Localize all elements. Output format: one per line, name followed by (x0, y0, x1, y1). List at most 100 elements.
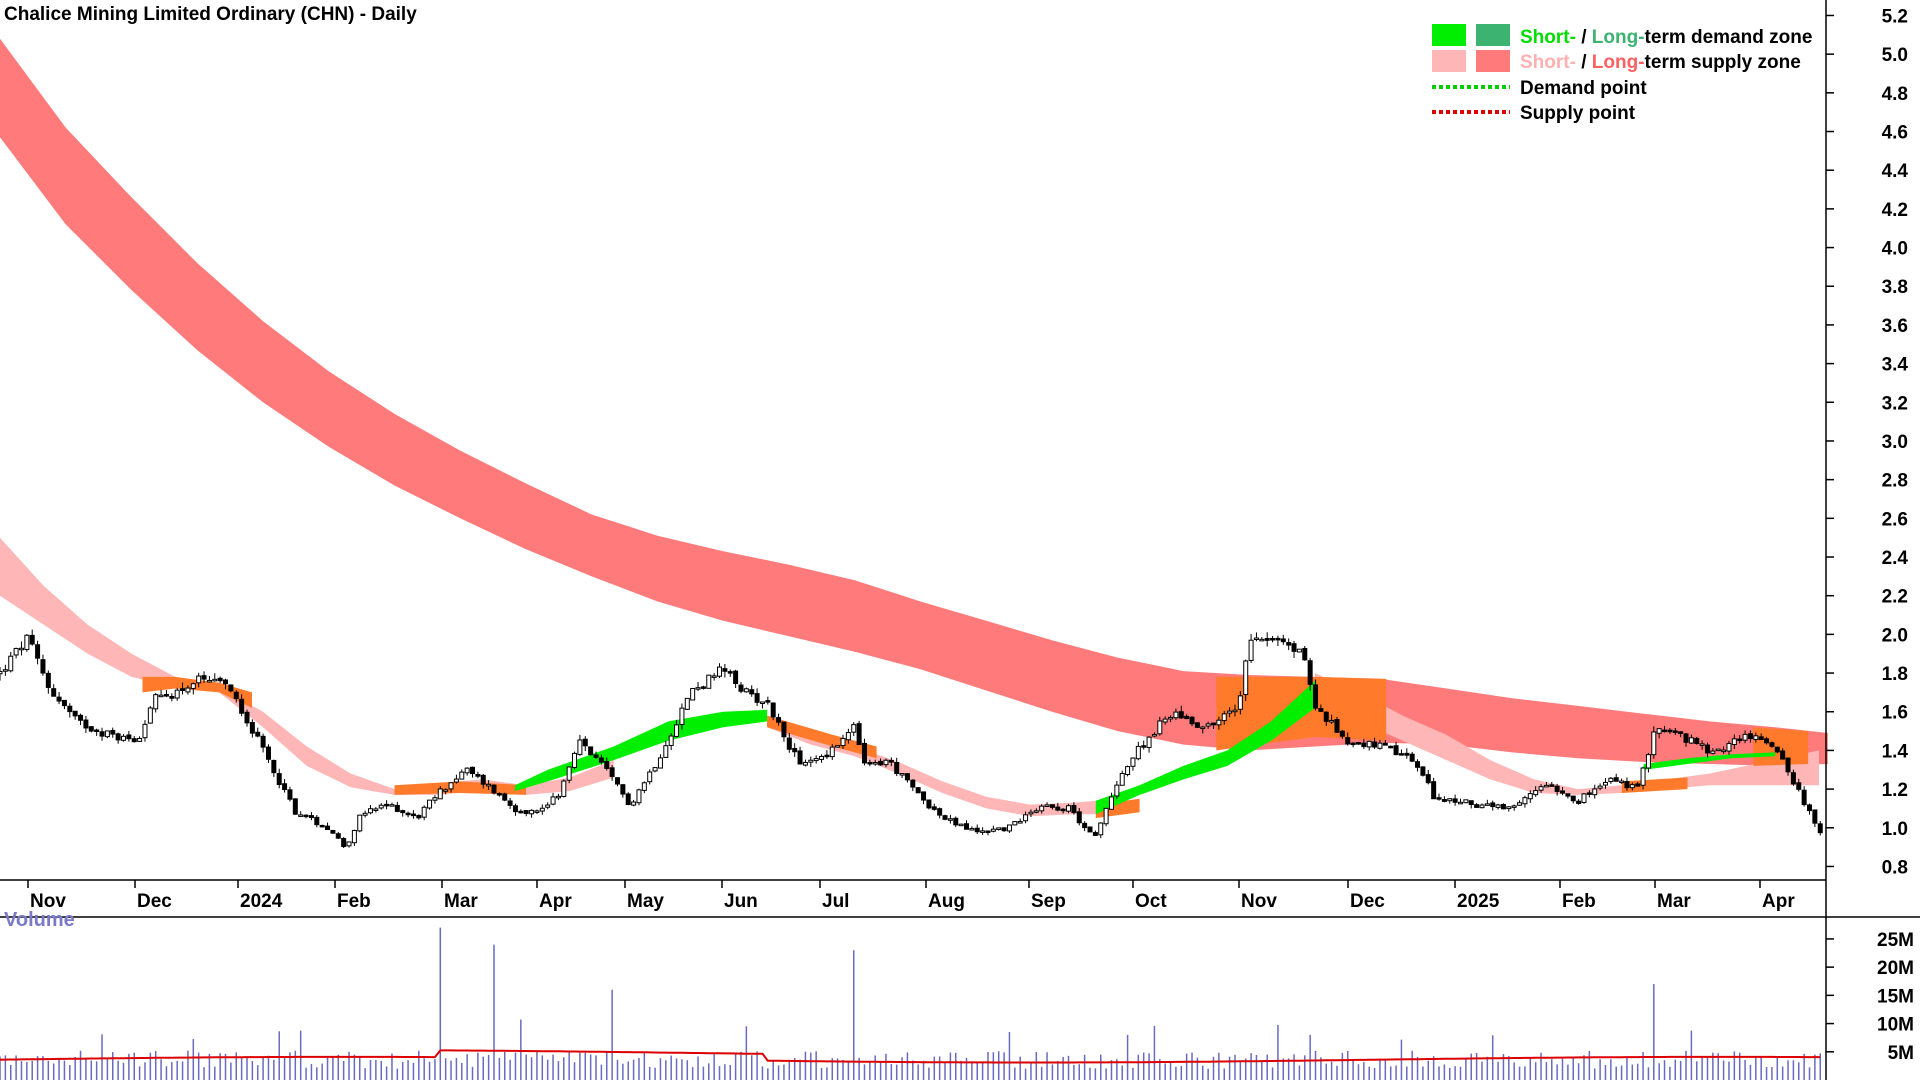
candle-body (1146, 736, 1152, 749)
candle-body (529, 809, 535, 815)
candle-body (228, 684, 234, 692)
candle-body (1662, 729, 1668, 733)
candle-body (915, 787, 921, 794)
candle-body (550, 796, 556, 805)
candle-body (523, 810, 529, 814)
candle-body (1039, 805, 1045, 812)
candle-body (1538, 786, 1544, 791)
candle-body (1774, 746, 1780, 753)
candle-body (1608, 777, 1614, 783)
candle-body (448, 782, 454, 790)
volume-tick-label: 25M (1877, 930, 1914, 951)
candle-body (717, 666, 723, 677)
candle-body (1619, 780, 1625, 784)
candle-body (512, 805, 518, 813)
candle-body (346, 841, 352, 847)
candle-body (888, 759, 894, 763)
candle-body (1012, 821, 1018, 826)
candle-body (83, 719, 89, 729)
candle-body (1130, 757, 1136, 767)
candle-body (964, 823, 970, 830)
candle-body (389, 804, 395, 807)
candle-body (1232, 709, 1238, 713)
volume-tick-label: 20M (1877, 958, 1914, 979)
candle-body (18, 647, 24, 651)
candle-body (8, 655, 14, 672)
volume-layer (0, 927, 1821, 1080)
time-tick-label: 2025 (1457, 891, 1500, 912)
candle-body (674, 724, 680, 737)
candle-body (1141, 745, 1147, 748)
time-tick-label: Nov (1241, 891, 1277, 912)
candle-body (781, 721, 787, 738)
time-tick-label: 2024 (240, 891, 283, 912)
candle-body (1500, 803, 1506, 810)
candle-body (298, 814, 304, 817)
candle-body (1683, 733, 1689, 743)
candle-body (1764, 738, 1770, 744)
candle-body (969, 827, 975, 831)
candle-body (373, 808, 379, 811)
time-tick-label: Sep (1031, 891, 1066, 912)
candle-body (1377, 742, 1383, 749)
candle-body (1135, 745, 1141, 760)
candle-body (1527, 793, 1533, 800)
candle-body (1457, 801, 1463, 805)
candle-body (1184, 715, 1190, 720)
candle-body (534, 810, 540, 813)
candle-body (1511, 805, 1517, 808)
candle-body (840, 738, 846, 747)
candle-body (555, 795, 561, 799)
candle-body (566, 766, 572, 781)
candle-body (292, 798, 298, 815)
candle-body (518, 810, 524, 814)
candle-body (303, 814, 309, 818)
candle-body (1629, 784, 1635, 789)
candle-body (1640, 767, 1646, 786)
candle-body (163, 694, 169, 697)
candle-body (733, 670, 739, 685)
candle-body (1624, 780, 1630, 789)
candle-body (126, 734, 132, 740)
candle-body (190, 683, 196, 689)
candle-body (1017, 821, 1023, 824)
candle-body (1586, 792, 1592, 795)
volume-tick-label: 10M (1877, 1015, 1914, 1036)
candle-body (453, 778, 459, 783)
candle-body (1372, 741, 1378, 748)
candle-body (1431, 781, 1437, 800)
legend-supply-zone: Short- / Long-term supply zone (1520, 52, 1801, 73)
candle-body (120, 735, 126, 741)
candle-body (335, 833, 341, 839)
candle-body (443, 789, 449, 792)
candle-body (1602, 781, 1608, 786)
candle-body (598, 757, 604, 763)
candle-body (1055, 806, 1061, 811)
candle-body (1672, 730, 1678, 733)
candle-body (432, 797, 438, 801)
candle-body (770, 702, 776, 718)
candle-body (1570, 795, 1576, 802)
candle-body (185, 687, 191, 693)
candle-body (464, 767, 470, 774)
candle-body (1576, 800, 1582, 804)
candle-body (899, 773, 905, 776)
candle-body (1082, 822, 1088, 829)
candle-body (1382, 742, 1388, 746)
candle-body (1151, 733, 1157, 737)
candle-body (1441, 799, 1447, 802)
candle-body (1286, 642, 1292, 646)
candle-body (1635, 783, 1641, 787)
candle-body (1200, 726, 1206, 730)
candle-body (1613, 777, 1619, 782)
candle-body (652, 767, 658, 772)
candle-body (1210, 722, 1216, 726)
candle-body (1119, 773, 1125, 786)
candle-body (561, 780, 567, 797)
candle-body (765, 700, 771, 703)
price-tick-label: 4.4 (1882, 161, 1909, 182)
candle-body (437, 788, 443, 800)
candle-body (1780, 750, 1786, 760)
candle-body (1415, 761, 1421, 768)
